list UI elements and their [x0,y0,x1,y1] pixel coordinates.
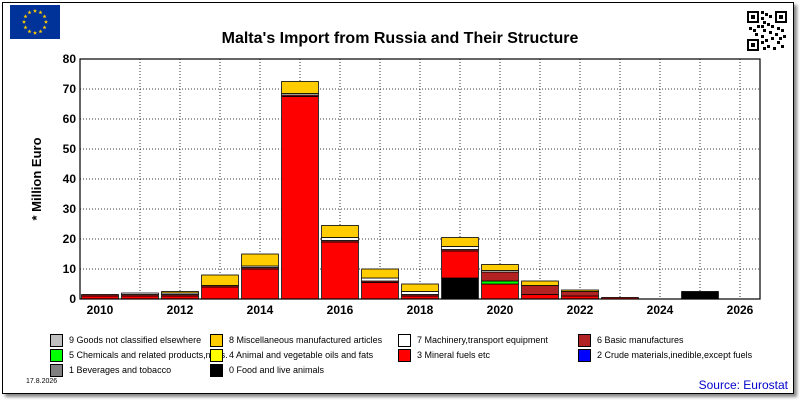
legend-label: 7 Machinery,transport equipment [417,335,548,345]
bar-segment [481,264,519,271]
bar-segment [241,253,279,267]
legend-swatch [210,334,223,348]
y-tick-label: 70 [63,82,77,96]
eu-flag-icon [10,5,60,39]
bar-segment [481,271,519,282]
legend-label: 1 Beverages and tobacco [69,365,172,375]
bar-segment [81,294,119,297]
x-tick-label: 2026 [727,303,754,317]
bar-segment [441,250,479,279]
flag-star [38,29,43,34]
bar-segment [441,237,479,247]
bar-segment [361,282,399,300]
flag-star [23,14,28,19]
y-tick-label: 0 [69,292,76,306]
x-tick-label: 2014 [247,303,274,317]
plot-border [79,58,761,300]
flag-star [32,8,38,13]
flag-star [32,30,38,35]
legend-item: 8 Miscellaneous manufactured articles [210,333,383,348]
legend-label: 3 Mineral fuels etc [417,350,491,360]
flag-star [23,25,28,30]
legend-swatch [50,364,63,378]
flag-star [27,10,32,15]
bar-segment [521,294,559,300]
bar-segment [321,237,359,241]
bar-segment [561,291,599,297]
flag-star [38,10,43,15]
x-tick-label: 2010 [87,303,114,317]
source-label: Source: Eurostat [698,378,788,392]
y-tick-label: 30 [63,202,77,216]
y-tick-label: 50 [63,142,77,156]
chart-title: Malta's Import from Russia and Their Str… [221,30,579,47]
flag-star [42,25,47,30]
legend-label: 0 Food and live animals [229,365,325,375]
legend-swatch [578,349,591,363]
bar-segment [521,280,559,286]
y-axis-label: * Million Euro [29,137,44,220]
legend-item: 1 Beverages and tobacco [50,363,172,378]
bar-segment [281,96,319,300]
y-tick-label: 60 [63,112,77,126]
x-tick-label: 2018 [407,303,434,317]
qr-code-icon [747,11,787,51]
bar-segment [121,292,159,295]
bar-segment [321,225,359,238]
x-tick-label: 2012 [167,303,194,317]
bar-segment [281,81,319,94]
bar-segment [481,283,519,300]
legend-item: 7 Machinery,transport equipment [398,333,548,348]
bar-segment [361,268,399,279]
legend-item: 9 Goods not classified elsewhere [50,333,202,348]
legend-item: 5 Chemicals and related products,n.e.s. [50,348,228,363]
bar-segment [681,291,719,300]
bar-segment [521,285,559,295]
bar-segment [241,268,279,300]
bar-segment [401,283,439,292]
legend-label: 8 Miscellaneous manufactured articles [229,335,383,345]
legend-label: 5 Chemicals and related products,n.e.s. [69,350,228,360]
bar-segment [441,277,479,300]
bar-segment [201,286,239,300]
bar-segment [401,291,439,295]
flag-star [21,19,27,24]
bar-segment [361,277,399,282]
bar-segment [161,291,199,294]
legend-swatch [398,334,411,348]
legend-label: 2 Crude materials,inedible,except fuels [597,350,753,360]
legend-item: 2 Crude materials,inedible,except fuels [578,348,753,363]
x-tick-label: 2024 [647,303,674,317]
bar-segment [481,280,519,285]
x-tick-label: 2020 [487,303,514,317]
legend-label: 9 Goods not classified elsewhere [69,335,202,345]
x-tick-label: 2016 [327,303,354,317]
x-tick-label: 2022 [567,303,594,317]
y-tick-label: 80 [63,52,77,66]
legend-item: 3 Mineral fuels etc [398,348,491,363]
y-tick-label: 20 [63,232,77,246]
legend-item: 4 Animal and vegetable oils and fats [210,348,374,363]
legend-swatch [398,349,411,363]
legend-label: 6 Basic manufactures [597,335,684,345]
flag-star [42,14,47,19]
legend-swatch [210,364,223,378]
legend-swatch [50,349,63,363]
legend-swatch [210,349,223,363]
bar-segment [321,241,359,300]
legend-item: 6 Basic manufactures [578,333,684,348]
legend-item: 0 Food and live animals [210,363,325,378]
legend-label: 4 Animal and vegetable oils and fats [229,350,374,360]
legend-swatch [578,334,591,348]
y-tick-label: 10 [63,262,77,276]
flag-star [27,29,32,34]
date-label: 17.8.2026 [26,378,58,385]
legend-swatch [50,334,63,348]
bar-segment [561,289,599,292]
bar-segment [201,274,239,286]
flag-star [43,19,49,24]
y-tick-label: 40 [63,172,77,186]
bar-segment [441,246,479,250]
